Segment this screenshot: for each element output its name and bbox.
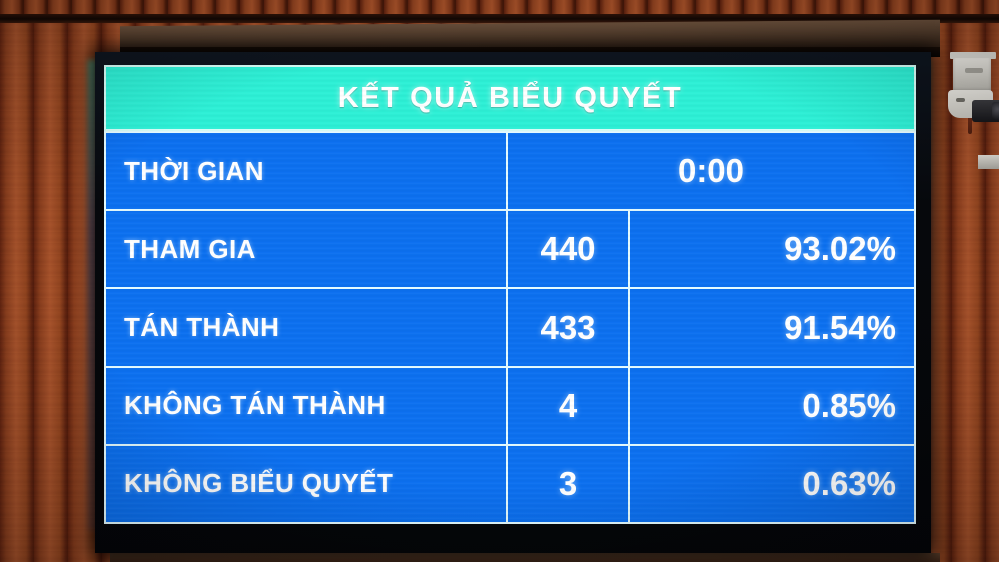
camera-bracket bbox=[950, 52, 996, 59]
row-count-against: 4 bbox=[506, 367, 628, 444]
row-label-time: THỜI GIAN bbox=[124, 155, 264, 186]
camera-icon bbox=[946, 52, 999, 152]
row-label-abstained: KHÔNG BIỂU QUYẾT bbox=[124, 468, 394, 499]
row-label-in-favor: TÁN THÀNH bbox=[124, 312, 280, 342]
table-row-participated: THAM GIA 440 93.02% bbox=[104, 211, 916, 290]
row-value-time: 0:00 bbox=[506, 133, 914, 210]
table-row-against: KHÔNG TÁN THÀNH 4 0.85% bbox=[104, 367, 916, 446]
row-percent-participated: 93.02% bbox=[628, 211, 914, 288]
camera-housing bbox=[953, 58, 991, 92]
camera-lens-icon bbox=[992, 102, 999, 120]
camera-mount-indicator bbox=[956, 98, 965, 102]
camera-housing-vent bbox=[965, 68, 983, 73]
wood-top-slat-band bbox=[0, 0, 999, 14]
table-row-abstained: KHÔNG BIỂU QUYẾT 3 0.63% bbox=[104, 445, 916, 525]
row-count-participated: 440 bbox=[506, 211, 628, 288]
table-row-in-favor: TÁN THÀNH 433 91.54% bbox=[104, 289, 916, 368]
table-row-time: THỜI GIAN 0:00 bbox=[104, 131, 916, 212]
wall-fixture bbox=[978, 155, 999, 169]
row-count-in-favor: 433 bbox=[506, 289, 628, 366]
screen-glow-left bbox=[88, 60, 97, 530]
wood-bottom-ledge bbox=[110, 553, 940, 562]
wood-top-trim bbox=[0, 14, 999, 23]
row-percent-in-favor: 91.54% bbox=[628, 289, 914, 366]
camera-cable bbox=[968, 118, 972, 134]
row-percent-abstained: 0.63% bbox=[628, 445, 914, 523]
voting-result-panel: KẾT QUẢ BIỂU QUYẾT THỜI GIAN 0:00 THAM G… bbox=[104, 65, 916, 525]
row-percent-against: 0.85% bbox=[628, 367, 914, 444]
row-label-participated: THAM GIA bbox=[124, 233, 256, 264]
page-title: KẾT QUẢ BIỂU QUYẾT bbox=[104, 65, 916, 131]
result-table: THỜI GIAN 0:00 THAM GIA 440 93.02% TÁN T… bbox=[104, 131, 916, 525]
row-count-abstained: 3 bbox=[506, 445, 628, 523]
row-label-against: KHÔNG TÁN THÀNH bbox=[124, 390, 386, 421]
